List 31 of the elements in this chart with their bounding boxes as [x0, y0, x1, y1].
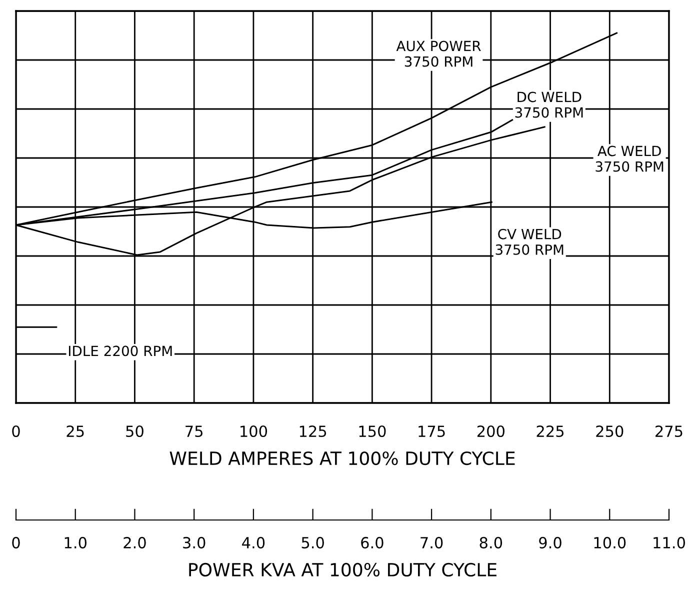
- x2-tick-label: 10.0: [594, 536, 626, 548]
- x-tick-label: 75: [186, 426, 202, 438]
- x2-axis-title: POWER KVA AT 100% DUTY CYCLE: [189, 562, 496, 577]
- x-tick-label: 225: [536, 425, 564, 438]
- x-tick-label: 200: [477, 425, 504, 438]
- x2-tick-label: 6.0: [361, 536, 384, 548]
- x2-tick-label: 11.0: [654, 536, 685, 548]
- x-tick-label: 100: [240, 425, 268, 438]
- x-tick-label: 125: [300, 425, 326, 438]
- x2-tick-label: 7.0: [420, 536, 443, 548]
- x-tick-label: 250: [596, 425, 624, 438]
- x2-tick-label: 5.0: [302, 536, 324, 548]
- series-label: IDLE 2200 RPM: [68, 346, 172, 356]
- series-label: DC WELD 3750 RPM: [515, 92, 583, 118]
- x-tick-label: 0: [12, 425, 20, 438]
- x-tick-label: 150: [359, 425, 386, 438]
- x2-tick-label: 1.0: [64, 536, 86, 548]
- text: AC WELD 3750 RPM: [596, 146, 664, 172]
- x2-tick-label: 4.0: [242, 536, 265, 548]
- x-tick-label: 25: [66, 425, 84, 438]
- x2-tick-label: 3.0: [183, 536, 206, 548]
- x2-tick-label: 0: [12, 536, 20, 548]
- x2-tick-label: 2.0: [124, 536, 146, 548]
- x-tick-label: 275: [656, 425, 682, 438]
- x2-tick-label: 8.0: [480, 536, 502, 548]
- series-label: CV WELD 3750 RPM: [496, 228, 564, 255]
- x-tick-label: 50: [126, 425, 144, 438]
- x-tick-label: 175: [418, 426, 445, 438]
- x-axis-title: WELD AMPERES AT 100% DUTY CYCLE: [170, 451, 515, 466]
- series-label: AUX POWER 3750 RPM: [396, 40, 481, 67]
- x2-tick-label: 9.0: [539, 536, 562, 548]
